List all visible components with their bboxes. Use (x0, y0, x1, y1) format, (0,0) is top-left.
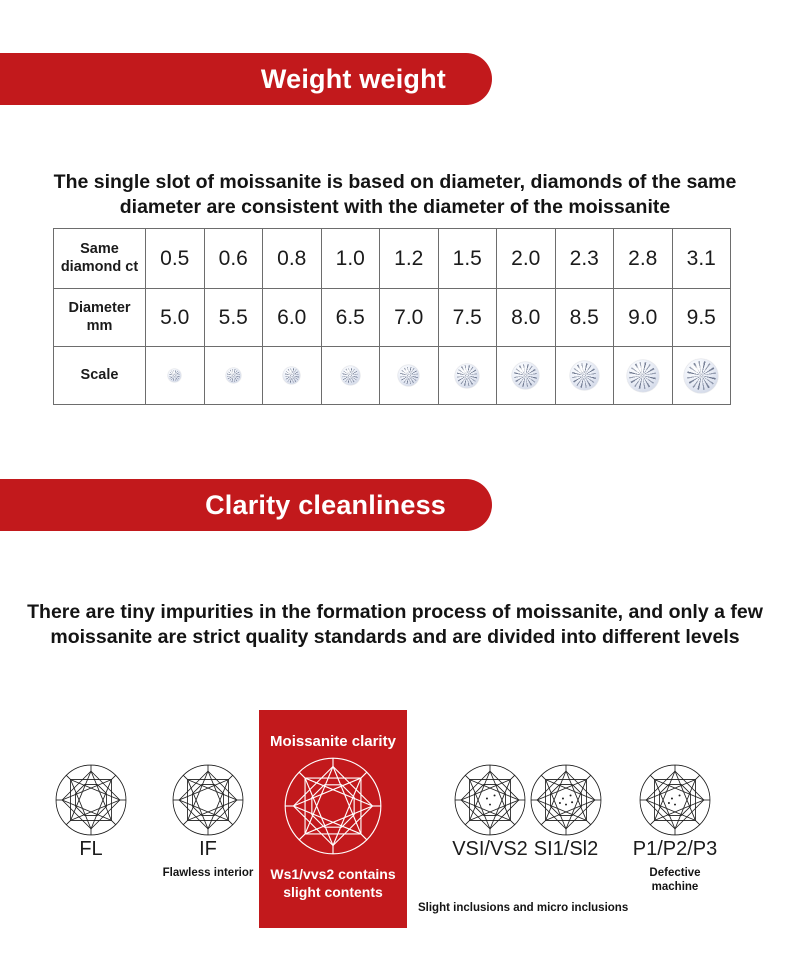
cell-mm-7: 8.5 (554, 288, 614, 347)
round-brilliant-diamond-icon (637, 710, 713, 836)
round-brilliant-diamond-icon (281, 750, 385, 862)
card-title: Moissanite clarity (270, 733, 396, 750)
cell-mm-4: 7.0 (379, 288, 439, 347)
cell-ct-7: 2.3 (554, 228, 614, 289)
cell-ct-0: 0.5 (145, 228, 205, 289)
cell-mm-1: 5.5 (203, 288, 263, 347)
cell-scale-5 (437, 346, 497, 405)
cell-mm-5: 7.5 (437, 288, 497, 347)
section-banner-weight: Weight weight (0, 53, 492, 105)
cell-scale-4 (379, 346, 439, 405)
table-row-scale: Scale (53, 346, 731, 405)
clarity-grade-if[interactable]: IF Flawless interior (142, 710, 274, 910)
round-brilliant-diamond-icon (170, 710, 246, 836)
clarity-description: There are tiny impurities in the formati… (27, 601, 763, 649)
cell-scale-0 (145, 346, 205, 405)
round-brilliant-diamond-icon (283, 367, 301, 384)
row-header-scale: Scale (53, 346, 146, 405)
round-brilliant-diamond-icon (455, 363, 480, 388)
clarity-grade-fl[interactable]: FL (25, 710, 157, 910)
cell-mm-2: 6.0 (262, 288, 322, 347)
weight-size-table: Same diamond ct 0.5 0.6 0.8 1.0 1.2 1.5 2.0 2.3… (53, 228, 731, 405)
cell-ct-9: 3.1 (671, 228, 731, 289)
cell-ct-1: 0.6 (203, 228, 263, 289)
round-brilliant-diamond-icon (684, 358, 719, 393)
round-brilliant-diamond-icon (528, 710, 604, 836)
clarity-grade-p1-p2-p3[interactable]: P1/P2/P3 Defective machine (609, 710, 741, 910)
card-caption: Ws1/vvs2 contains slight contents (270, 866, 396, 900)
round-brilliant-diamond-icon (168, 369, 182, 382)
banner-title-clarity: Clarity cleanliness (205, 489, 446, 520)
clarity-grade-card-highlighted[interactable]: Moissanite clarity Ws1/vvs2 contains slig… (259, 710, 407, 928)
cell-scale-1 (203, 346, 263, 405)
row-header-ct: Same diamond ct (53, 228, 146, 289)
cell-scale-3 (320, 346, 380, 405)
clarity-grade-label: IF (199, 838, 217, 860)
cell-ct-8: 2.8 (613, 228, 673, 289)
clarity-grade-si1-sl2[interactable]: SI1/Sl2 (500, 710, 632, 910)
clarity-grade-label: P1/P2/P3 (632, 838, 718, 860)
clarity-grade-caption: Flawless interior (162, 867, 254, 879)
clarity-wide-caption: Slight inclusions and micro inclusions (418, 902, 629, 914)
cell-ct-5: 1.5 (437, 228, 497, 289)
round-brilliant-diamond-icon (512, 362, 540, 389)
cell-scale-6 (496, 346, 556, 405)
cell-ct-3: 1.0 (320, 228, 380, 289)
cell-mm-8: 9.0 (613, 288, 673, 347)
clarity-grade-label: VSI/VS2 (452, 838, 528, 860)
row-header-mm: Diameter mm (53, 288, 146, 347)
cell-scale-8 (613, 346, 673, 405)
cell-ct-6: 2.0 (496, 228, 556, 289)
cell-scale-2 (262, 346, 322, 405)
round-brilliant-diamond-icon (225, 368, 241, 383)
round-brilliant-diamond-icon (626, 359, 659, 392)
round-brilliant-diamond-icon (398, 365, 420, 386)
clarity-grade-row: FL IF Flawless interior Moissanite clarity W… (0, 710, 790, 940)
round-brilliant-diamond-icon (53, 710, 129, 836)
cell-mm-6: 8.0 (496, 288, 556, 347)
cell-scale-7 (554, 346, 614, 405)
banner-title-weight: Weight weight (260, 63, 446, 94)
cell-ct-4: 1.2 (379, 228, 439, 289)
cell-mm-9: 9.5 (671, 288, 731, 347)
round-brilliant-diamond-icon (569, 361, 599, 390)
cell-scale-9 (671, 346, 731, 405)
clarity-grade-vsi-vs2[interactable]: VSI/VS2 (424, 710, 556, 910)
round-brilliant-diamond-icon (452, 710, 528, 836)
weight-description: The single slot of moissanite is based o… (53, 171, 737, 219)
cell-ct-2: 0.8 (262, 228, 322, 289)
clarity-grade-caption: Defective machine (649, 867, 701, 894)
section-banner-clarity: Clarity cleanliness (0, 479, 492, 531)
cell-mm-0: 5.0 (145, 288, 205, 347)
table-row-ct: Same diamond ct 0.5 0.6 0.8 1.0 1.2 1.5 2.0 2.3… (53, 228, 731, 289)
round-brilliant-diamond-icon (340, 366, 360, 385)
clarity-grade-label: SI1/Sl2 (533, 838, 599, 860)
table-row-mm: Diameter mm 5.0 5.5 6.0 6.5 7.0 7.5 8.0 8.5 9.0 9… (53, 288, 731, 347)
clarity-grade-label: FL (79, 838, 103, 860)
cell-mm-3: 6.5 (320, 288, 380, 347)
